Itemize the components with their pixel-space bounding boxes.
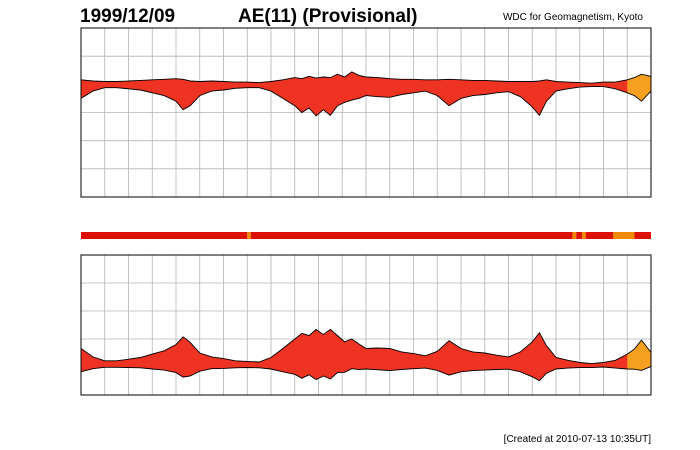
- station-count-segment: [250, 232, 573, 239]
- series-line-ae: [80, 328, 652, 365]
- series-line-ao: [80, 365, 652, 382]
- source-label: WDC for Geomagnetism, Kyoto: [503, 12, 643, 23]
- data-band-fill: [81, 71, 651, 116]
- created-label: [Created at 2010-07-13 10:35UT]: [504, 434, 652, 445]
- plot-frame: [80, 27, 652, 198]
- station-count-segment: [247, 232, 251, 239]
- data-band-fill-alt: [627, 340, 651, 371]
- station-count-segment: [582, 232, 586, 239]
- station-count-segment: [572, 232, 577, 239]
- ae-ao-panel: [80, 254, 652, 396]
- figure-title: AE(11) (Provisional): [238, 6, 418, 27]
- station-count-segment: [576, 232, 583, 239]
- au-al-panel: [80, 27, 652, 198]
- station-count-bar: [81, 232, 651, 239]
- station-count-segment: [613, 232, 635, 239]
- station-count-segment: [585, 232, 613, 239]
- station-count-segment: [634, 232, 651, 239]
- data-band-fill-alt: [627, 74, 651, 102]
- data-band-fill: [81, 329, 651, 381]
- series-line-al: [80, 86, 652, 117]
- date-label: 1999/12/09: [80, 6, 175, 27]
- series-line-au: [80, 71, 652, 84]
- station-count-segment: [81, 232, 248, 239]
- plot-frame: [80, 254, 652, 396]
